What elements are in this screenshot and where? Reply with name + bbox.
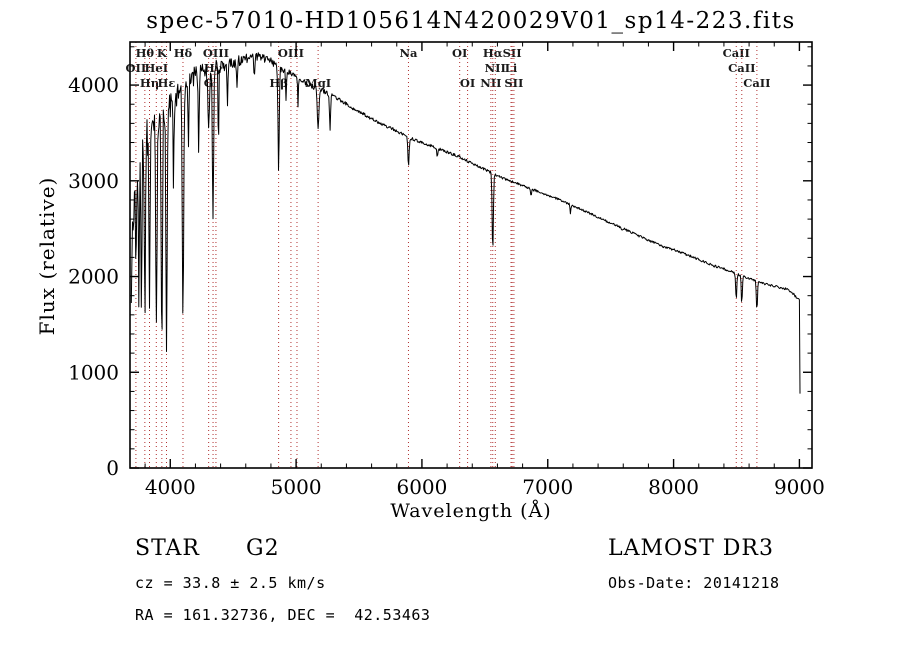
x-tick-label: 7000 <box>522 475 573 499</box>
y-axis-label: Flux (relative) <box>35 176 59 336</box>
object-class: STAR G2 <box>135 536 280 561</box>
cz-value: cz = 33.8 ± 2.5 km/s <box>135 574 326 592</box>
line-marker-label: Hε <box>158 76 176 90</box>
x-tick-label: 6000 <box>396 475 447 499</box>
y-tick-label: 2000 <box>68 265 119 289</box>
line-marker-label: Li <box>505 61 518 75</box>
line-marker-label: CaII <box>743 76 770 90</box>
line-marker-label: OIII <box>203 46 229 60</box>
x-tick-label: 5000 <box>271 475 322 499</box>
line-marker-label: Hβ <box>269 76 288 90</box>
line-marker-label: CaII <box>723 46 750 60</box>
line-marker-label: G <box>204 76 214 90</box>
line-marker-label: Hα <box>483 46 503 60</box>
line-marker-label: HeI <box>145 61 169 75</box>
line-marker-label: Hδ <box>174 46 193 60</box>
axes: 4000 5000 6000 7000 8000 9000 0 1000 2000 3000 400… <box>68 41 825 499</box>
y-tick-label: 4000 <box>68 73 119 97</box>
line-marker-label: SII <box>504 76 523 90</box>
survey-release-label: LAMOST DR3 <box>608 536 774 561</box>
obs-date: Obs-Date: 20141218 <box>608 574 780 592</box>
line-marker-label: Hθ <box>136 46 155 60</box>
line-marker-label: NII <box>480 76 501 90</box>
y-tick-label: 0 <box>106 456 119 480</box>
line-marker-label: CaII <box>728 61 755 75</box>
x-tick-label: 4000 <box>145 475 196 499</box>
line-marker-label: OI <box>460 76 475 90</box>
y-tick-label: 1000 <box>68 360 119 384</box>
line-marker-label: Hη <box>140 76 159 90</box>
line-marker-label: Na <box>399 46 418 60</box>
y-tick-label: 3000 <box>68 169 119 193</box>
ra-dec-value: RA = 161.32736, DEC = 42.53463 <box>135 606 431 624</box>
plot-title: spec-57010-HD105614N420029V01_sp14-223.f… <box>146 8 796 34</box>
class-label: STAR <box>135 536 200 561</box>
line-marker-label: SII <box>503 46 522 60</box>
line-marker-label: NII <box>485 61 506 75</box>
line-marker-label: OI <box>452 46 467 60</box>
spectrum-path <box>130 52 801 394</box>
line-marker-label: OIII <box>278 46 304 60</box>
x-tick-label: 9000 <box>774 475 825 499</box>
subclass-label: G2 <box>246 536 280 561</box>
x-tick-label: 8000 <box>648 475 699 499</box>
line-marker-label: K <box>157 46 168 60</box>
x-axis-label: Wavelength (Å) <box>390 500 552 522</box>
plot-frame <box>129 41 813 469</box>
line-marker-label: OII <box>126 61 147 75</box>
line-marker-label: MgI <box>305 76 331 90</box>
